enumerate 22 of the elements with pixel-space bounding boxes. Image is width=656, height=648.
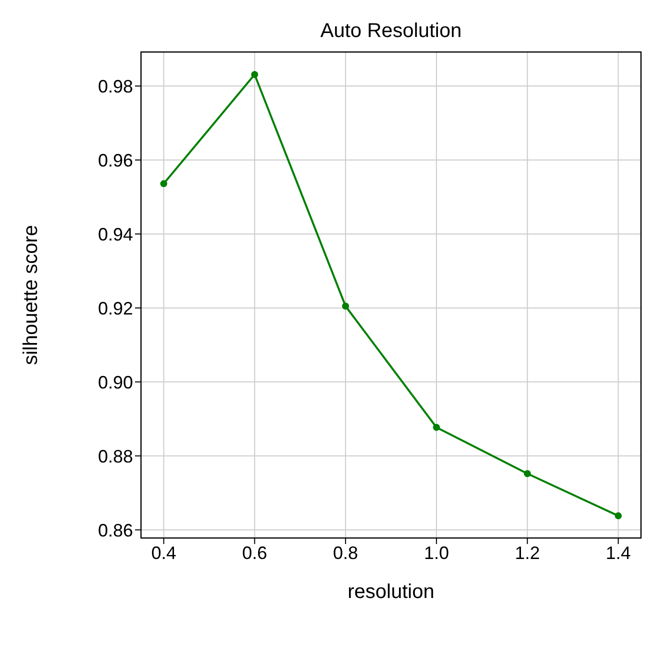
y-tick-label: 0.92 [98,298,133,318]
y-tick-label: 0.90 [98,372,133,392]
point [342,302,350,310]
point [160,180,168,188]
x-tick-label: 0.8 [333,542,358,563]
x-tick-label: 0.4 [151,542,176,563]
point [251,71,258,78]
x-tick-label: 0.6 [242,542,268,563]
y-tick-label: 0.98 [98,76,133,96]
point [614,512,622,520]
x-tick-label: 1.4 [606,542,631,563]
x-axis-title: resolution [348,581,434,603]
y-tick-label: 0.94 [98,224,133,244]
y-tick-label: 0.88 [98,446,133,466]
y-tick-label: 0.96 [98,150,133,170]
chart-title: Auto Resolution [319,20,463,43]
point [524,470,531,478]
point [432,424,440,431]
y-tick-label: 0.86 [98,520,133,540]
x-tick-label: 1.2 [514,542,540,563]
y-axis-title: silhouette score [20,224,42,366]
x-tick-label: 1.0 [424,542,449,563]
